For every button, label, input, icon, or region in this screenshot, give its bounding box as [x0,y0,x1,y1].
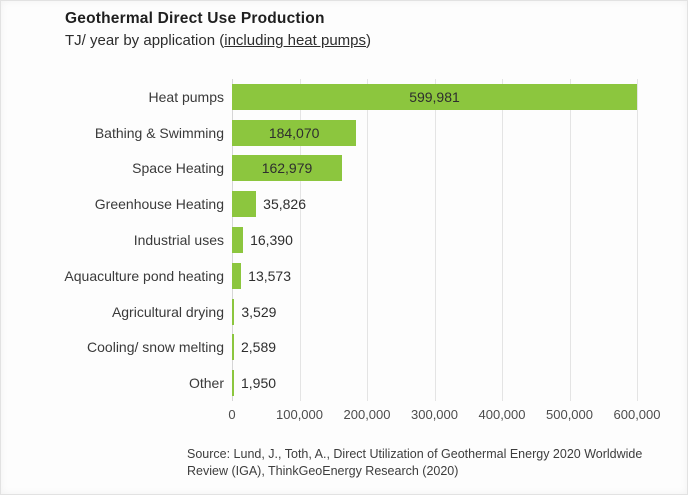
value-label: 3,529 [241,303,277,320]
bar-track: 184,070 [232,119,662,146]
gridline [637,79,638,401]
x-tick-label: 300,000 [411,407,458,422]
bar-rows: Heat pumps 599,981 Bathing & Swimming 18… [0,79,662,401]
x-axis: 0 100,000 200,000 300,000 400,000 500,000 600,… [0,407,688,425]
bar-row: Other 1,950 [0,365,662,401]
category-label: Bathing & Swimming [94,124,224,141]
plot-area: Heat pumps 599,981 Bathing & Swimming 18… [0,79,662,401]
x-tick-label: 400,000 [478,407,526,422]
bar-track: 3,529 [232,298,662,325]
bar-row: Heat pumps 599,981 [0,79,662,115]
category-label: Other [188,375,224,392]
value-label: 184,070 [268,124,320,141]
bar-track: 13,573 [232,262,662,289]
gridline [569,79,571,401]
bar-row: Bathing & Swimming 184,070 [0,115,662,151]
bar-track: 162,979 [232,155,662,182]
subtitle-prefix: TJ/ year by application ( [65,32,225,49]
chart-title: Geothermal Direct Use Production [65,10,325,27]
value-label: 13,573 [248,267,291,284]
category-label: Aquaculture pond heating [64,267,224,284]
source-line-2: Review (IGA), ThinkGeoEnergy Research (2… [187,464,459,478]
bar [232,298,235,325]
gridline [367,79,368,401]
bar-row: Greenhouse Heating 35,826 [0,186,662,222]
bar-row: Agricultural drying 3,529 [0,294,662,330]
x-tick-label: 600,000 [613,407,661,422]
bar-row: Industrial uses 16,390 [0,222,662,258]
bar-track: 2,589 [232,334,662,361]
bar-row: Aquaculture pond heating 13,573 [0,258,662,294]
x-tick-label: 100,000 [276,407,323,422]
bar-row: Cooling/ snow melting 2,589 [0,329,662,365]
x-tick-label: 0 [228,407,236,422]
source-note: Source: Lund, J., Toth, A., Direct Utili… [187,446,642,480]
category-label: Agricultural drying [111,303,224,320]
chart-header: Geothermal Direct Use Production TJ/ yea… [65,10,371,49]
bar [232,191,257,218]
bar-track: 16,390 [232,227,662,254]
gridline [502,79,503,401]
x-tick-label: 200,000 [343,407,391,422]
bar [232,334,234,361]
value-label: 1,950 [241,375,277,392]
value-label: 35,826 [263,196,306,213]
value-label: 2,589 [241,339,277,356]
category-label: Industrial uses [133,232,224,249]
category-label: Cooling/ snow melting [87,339,224,356]
category-label: Space Heating [132,160,224,177]
subtitle-underlined: including heat pumps [224,32,367,49]
gridline [299,79,301,401]
category-label: Greenhouse Heating [94,196,224,213]
bar-track: 35,826 [232,191,662,218]
value-label: 599,981 [409,88,460,105]
category-label: Heat pumps [148,88,224,105]
bar-track: 599,981 [232,83,662,110]
value-label: 162,979 [261,160,313,177]
source-line-1: Source: Lund, J., Toth, A., Direct Utili… [187,447,643,461]
bar [232,370,234,397]
chart-subtitle: TJ/ year by application (including heat … [65,32,371,49]
subtitle-suffix: ) [366,32,372,49]
value-label: 16,390 [250,232,293,249]
bar-track: 1,950 [232,370,662,397]
bar [232,262,242,289]
bar-row: Space Heating 162,979 [0,151,662,187]
x-tick-label: 500,000 [546,407,593,422]
bar [232,227,244,254]
bar [232,83,637,110]
bar [232,155,342,182]
gridline [434,79,436,401]
bar [232,119,357,146]
